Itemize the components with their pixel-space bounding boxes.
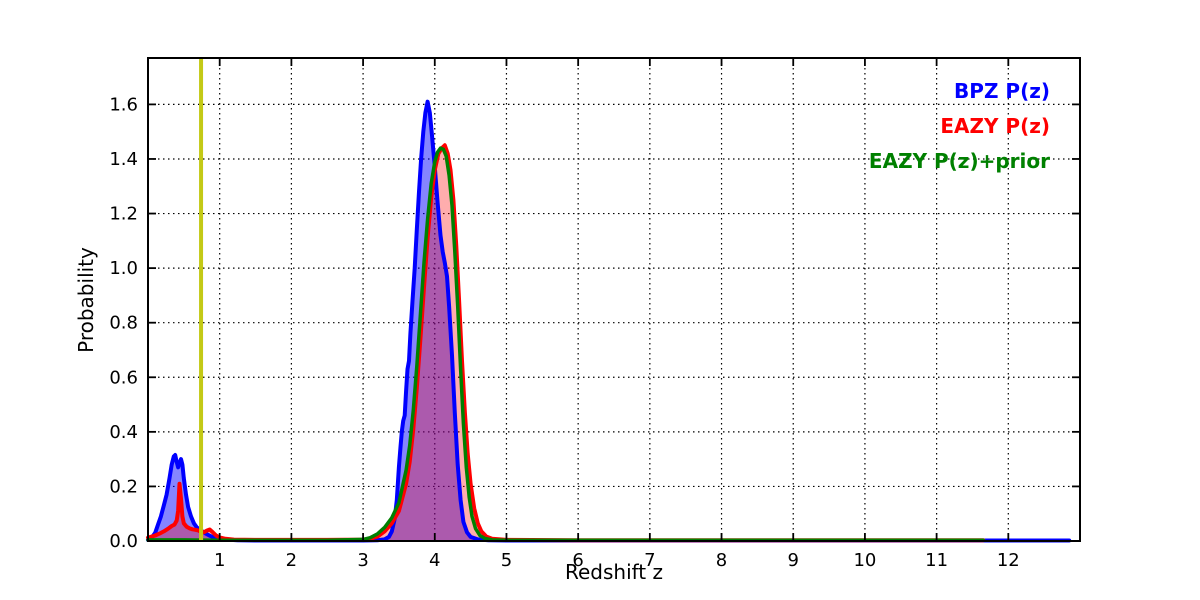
x-tick-label: 1 xyxy=(214,550,225,571)
legend: BPZ P(z) EAZY P(z) EAZY P(z)+prior xyxy=(869,74,1050,179)
y-tick-label: 0.0 xyxy=(109,531,138,552)
x-tick-label: 5 xyxy=(501,550,512,571)
series-line-0 xyxy=(146,99,1072,543)
x-tick-label: 9 xyxy=(788,550,799,571)
y-tick-label: 1.2 xyxy=(109,204,138,225)
legend-entry-eazy-prior: EAZY P(z)+prior xyxy=(868,149,1050,173)
series-line-2 xyxy=(146,146,985,542)
x-tick-label: 4 xyxy=(429,550,440,571)
plot-border xyxy=(147,57,1081,542)
y-tick-label: 0.8 xyxy=(109,313,138,334)
y-tick-label: 0.2 xyxy=(109,476,138,497)
x-tick-label: 12 xyxy=(997,550,1020,571)
y-tick-label: 1.4 xyxy=(109,149,138,170)
x-tick-label: 2 xyxy=(286,550,297,571)
x-tick-label: 10 xyxy=(853,550,876,571)
y-tick-label: 0.4 xyxy=(109,422,138,443)
x-tick-label: 3 xyxy=(357,550,368,571)
y-axis-label: Probability xyxy=(74,247,98,353)
series-fill-1 xyxy=(148,145,984,542)
x-tick-label: 6 xyxy=(572,550,583,571)
series-line-1 xyxy=(146,143,986,543)
x-tick-label: 8 xyxy=(716,550,727,571)
y-tick-label: 1.6 xyxy=(109,94,138,115)
y-tick-label: 0.6 xyxy=(109,367,138,388)
x-axis-label: Redshift z xyxy=(564,560,664,584)
x-tick-label: 11 xyxy=(925,550,948,571)
legend-entry-eazy: EAZY P(z) xyxy=(940,114,1050,138)
x-tick-label: 7 xyxy=(644,550,655,571)
y-tick-label: 1.0 xyxy=(109,258,138,279)
legend-entry-bpz: BPZ P(z) xyxy=(954,79,1050,103)
